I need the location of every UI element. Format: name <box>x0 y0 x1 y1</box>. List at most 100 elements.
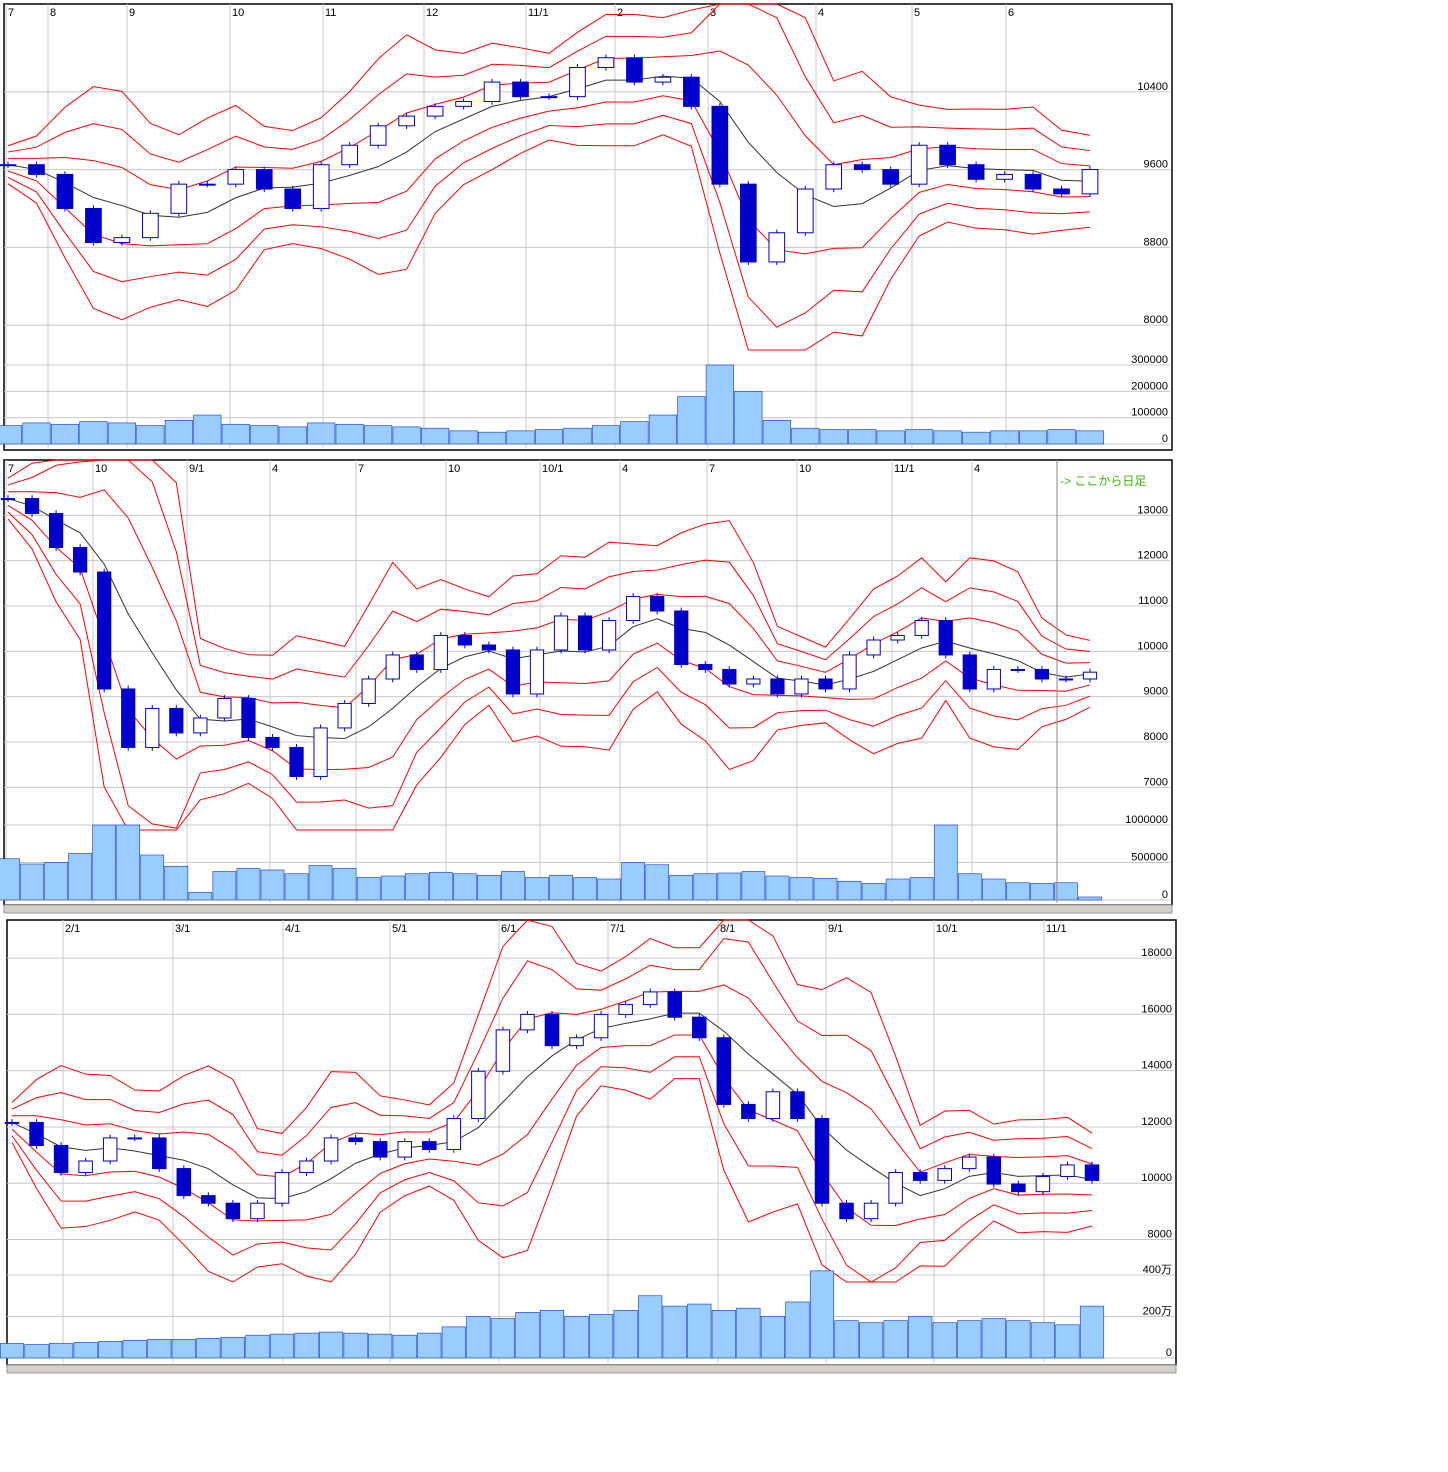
volume-tick-label: 500000 <box>1131 852 1168 864</box>
bollinger-band-minus1 <box>11 1034 1093 1227</box>
candle <box>369 125 387 146</box>
x-tick-label: 8/1 <box>720 923 735 935</box>
candle <box>398 115 415 127</box>
volume-bar <box>705 364 734 445</box>
panel-frame <box>3 459 1173 906</box>
volume-bar <box>466 1316 491 1359</box>
x-tick-label: 10/1 <box>936 923 957 935</box>
candle <box>289 746 304 777</box>
x-tick-label: 2 <box>617 7 623 19</box>
candle <box>654 76 672 83</box>
volume-bar <box>164 419 193 445</box>
candle <box>741 1103 756 1120</box>
volume-bar <box>525 877 549 901</box>
volume-bar <box>957 1320 982 1359</box>
volume-bar <box>308 865 333 901</box>
candle <box>217 697 232 719</box>
x-tick-label: 11/1 <box>894 463 915 475</box>
candle <box>910 144 928 185</box>
candle <box>962 1156 977 1170</box>
y-tick-label: 10000 <box>1137 640 1168 652</box>
candle <box>483 81 501 103</box>
horizontal-scrollbar[interactable] <box>3 904 1173 914</box>
volume-bar <box>736 1307 761 1359</box>
y-tick-label: 12000 <box>1141 1116 1172 1128</box>
candle <box>882 169 900 185</box>
volume-bar <box>506 430 535 445</box>
candle <box>722 668 737 685</box>
x-tick-label: 4 <box>818 7 824 19</box>
candle <box>626 57 643 83</box>
candle <box>1082 671 1098 680</box>
y-tick-label: 7000 <box>1144 776 1168 788</box>
volume-bar <box>539 1309 565 1359</box>
candle <box>601 620 617 651</box>
x-tick-label: 11 <box>325 7 336 19</box>
volume-bar <box>368 1333 393 1359</box>
volume-bar <box>116 824 141 901</box>
volume-bar <box>0 1343 25 1359</box>
candle <box>471 1070 486 1120</box>
candle <box>250 1202 265 1220</box>
candle <box>540 96 558 99</box>
volume-tick-label: 0 <box>1166 1347 1172 1359</box>
candle <box>716 1037 732 1105</box>
candle <box>348 1137 363 1143</box>
candle <box>818 678 833 690</box>
bollinger-band-minus2 <box>7 114 1091 328</box>
volume-bar <box>591 425 620 445</box>
candle <box>409 654 424 670</box>
volume-bar <box>1047 429 1076 445</box>
volume-bar <box>687 1303 712 1359</box>
candle <box>674 610 689 665</box>
horizontal-scrollbar[interactable] <box>6 1364 1177 1374</box>
volume-bar <box>741 871 766 901</box>
volume-bar <box>621 862 645 901</box>
volume-bar <box>534 429 564 445</box>
candle <box>337 702 352 729</box>
volume-bar <box>428 871 453 901</box>
candle <box>698 663 713 670</box>
x-tick-label: 10 <box>95 463 107 475</box>
candle <box>505 649 521 695</box>
volume-bar <box>441 1326 466 1359</box>
candle <box>938 620 953 656</box>
volume-bar <box>677 396 706 445</box>
volume-bar <box>364 425 393 445</box>
bollinger-band-minus2 <box>7 511 1091 829</box>
volume-bar <box>1030 883 1054 901</box>
candle <box>1084 1164 1100 1181</box>
volume-bar <box>962 431 991 445</box>
bollinger-band-plus2 <box>11 938 1093 1156</box>
volume-bar <box>212 871 237 901</box>
volume-bar <box>848 429 877 445</box>
y-tick-label: 8000 <box>1144 314 1168 326</box>
candle <box>597 57 615 68</box>
x-tick-label: 9/1 <box>189 463 204 475</box>
candle <box>28 164 45 175</box>
candle <box>225 1202 241 1220</box>
x-tick-label: 2/1 <box>65 923 80 935</box>
candle <box>796 188 814 234</box>
volume-bar <box>885 878 910 901</box>
volume-bar <box>221 423 250 445</box>
candle <box>692 1016 707 1039</box>
candle <box>814 1118 830 1204</box>
candle <box>912 1172 928 1181</box>
volume-bar <box>933 430 962 445</box>
chart-panel-1: 7 8 9 10 11 12 11/1 2 3 4 5 6 8000 8800 9600 10400 0 1000… <box>0 3 1173 451</box>
candle <box>790 1091 805 1120</box>
candle <box>863 1202 879 1220</box>
volume-bar <box>453 873 477 901</box>
candle <box>1024 173 1042 190</box>
y-tick-label: 9600 <box>1144 159 1168 171</box>
bollinger-band-minus1 <box>7 504 1091 771</box>
bollinger-band-plus1 <box>8 489 1091 709</box>
volume-bar <box>789 877 814 901</box>
volume-bar <box>50 423 79 445</box>
y-tick-label: 9000 <box>1144 686 1168 698</box>
candle <box>618 1004 633 1015</box>
bollinger-band-minus2 <box>11 1056 1093 1283</box>
x-tick-label: 5 <box>914 7 920 19</box>
volume-bar <box>332 868 357 901</box>
